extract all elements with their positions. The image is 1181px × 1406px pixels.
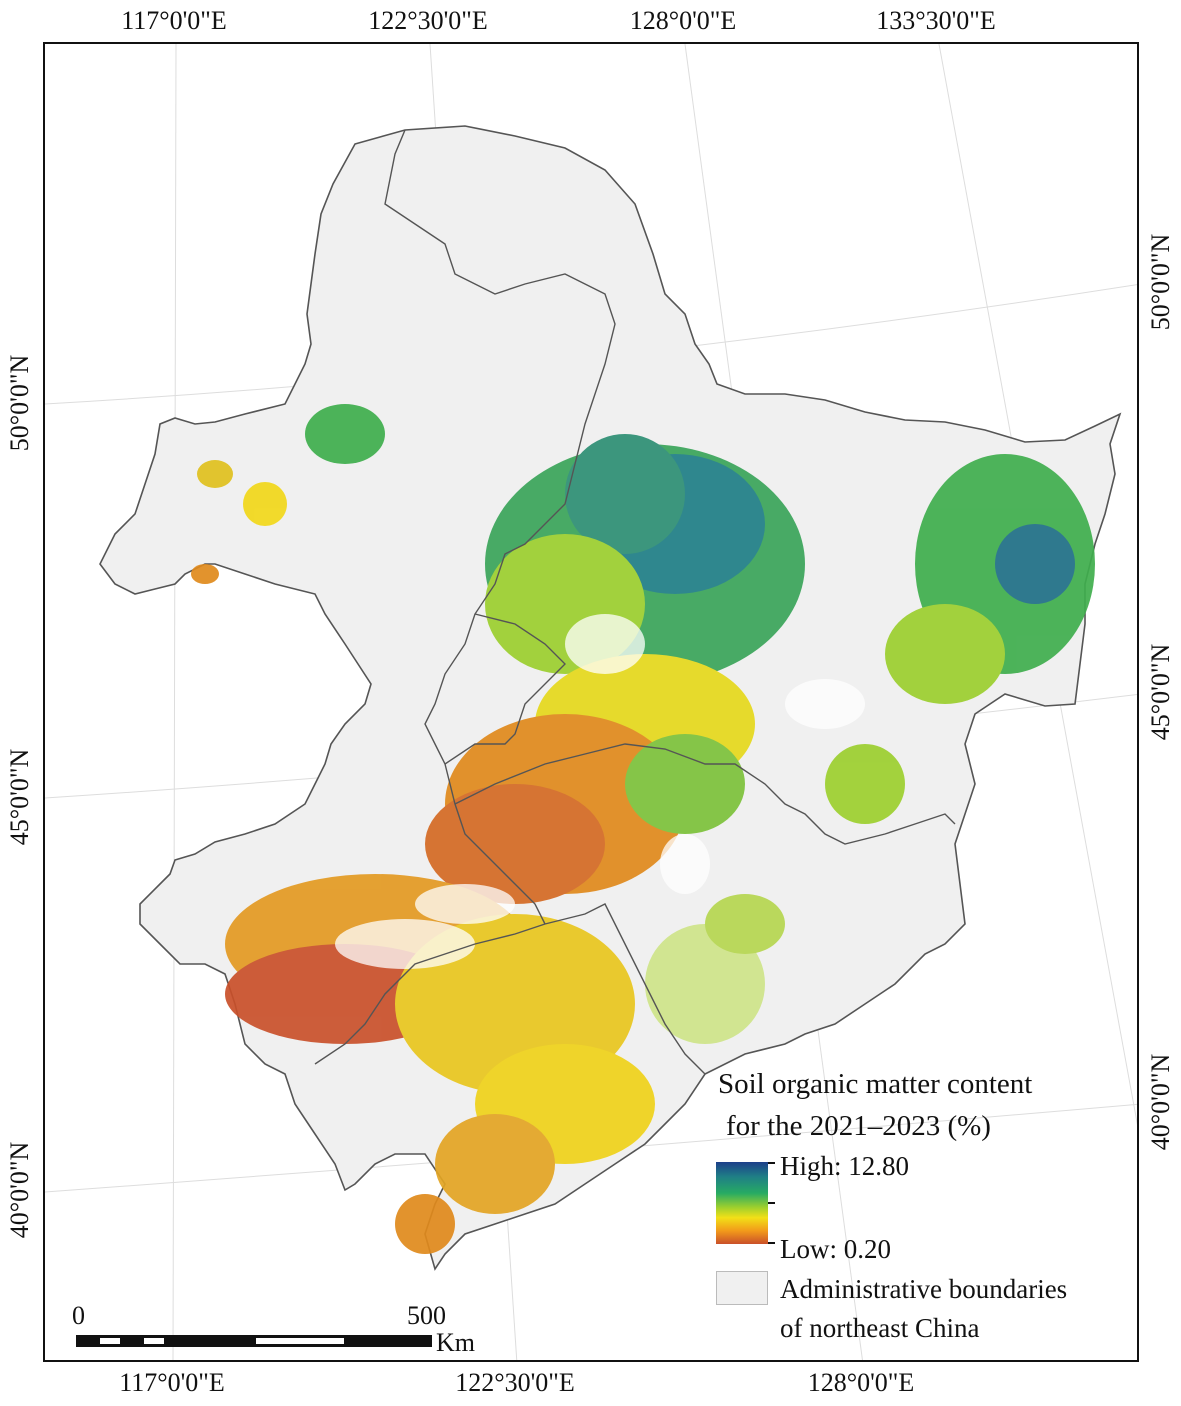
bottom-tick-3: 128°0'0"E <box>807 1368 915 1397</box>
right-tick-1-label: 50°0'0"N <box>1146 233 1175 331</box>
scalebar-unit-label: Km <box>436 1328 475 1357</box>
top-tick-2: 122°30'0"E <box>368 6 488 35</box>
right-tick-2-label: 45°0'0"N <box>1146 643 1175 741</box>
scalebar-max-label: 500 <box>407 1301 446 1330</box>
scalebar-zero-label: 0 <box>72 1301 85 1330</box>
bottom-tick-1: 117°0'0"E <box>119 1368 225 1397</box>
legend-admin-line1: Administrative boundaries <box>780 1274 1068 1304</box>
legend-high-label: High: 12.80 <box>780 1151 910 1181</box>
legend-low-label: Low: 0.20 <box>780 1234 891 1264</box>
top-tick-3: 128°0'0"E <box>629 6 737 35</box>
bottom-tick-2: 122°30'0"E <box>455 1368 575 1397</box>
scalebar <box>76 1335 432 1347</box>
ramp-tick-high <box>768 1162 775 1164</box>
map-canvas <box>45 44 1137 1360</box>
legend-admin-line2: of northeast China <box>780 1313 980 1343</box>
province-boundaries <box>314 129 956 1075</box>
legend-title-line2: for the 2021–2023 (%) <box>726 1110 991 1142</box>
top-tick-4: 133°30'0"E <box>876 6 996 35</box>
nodata-patches <box>335 614 865 969</box>
som-raster <box>191 404 1095 1254</box>
left-tick-2-label: 45°0'0"N <box>5 748 34 846</box>
right-tick-3-label: 40°0'0"N <box>1146 1053 1175 1151</box>
ramp-tick-mid <box>768 1202 775 1204</box>
legend-title-line1: Soil organic matter content <box>718 1068 1033 1100</box>
top-tick-1: 117°0'0"E <box>121 6 227 35</box>
color-ramp <box>716 1162 768 1244</box>
map-frame <box>43 42 1139 1362</box>
admin-boundary-swatch <box>716 1271 768 1305</box>
ramp-tick-low <box>768 1242 775 1244</box>
left-tick-1-label: 50°0'0"N <box>5 354 34 452</box>
left-tick-3-label: 40°0'0"N <box>5 1141 34 1239</box>
